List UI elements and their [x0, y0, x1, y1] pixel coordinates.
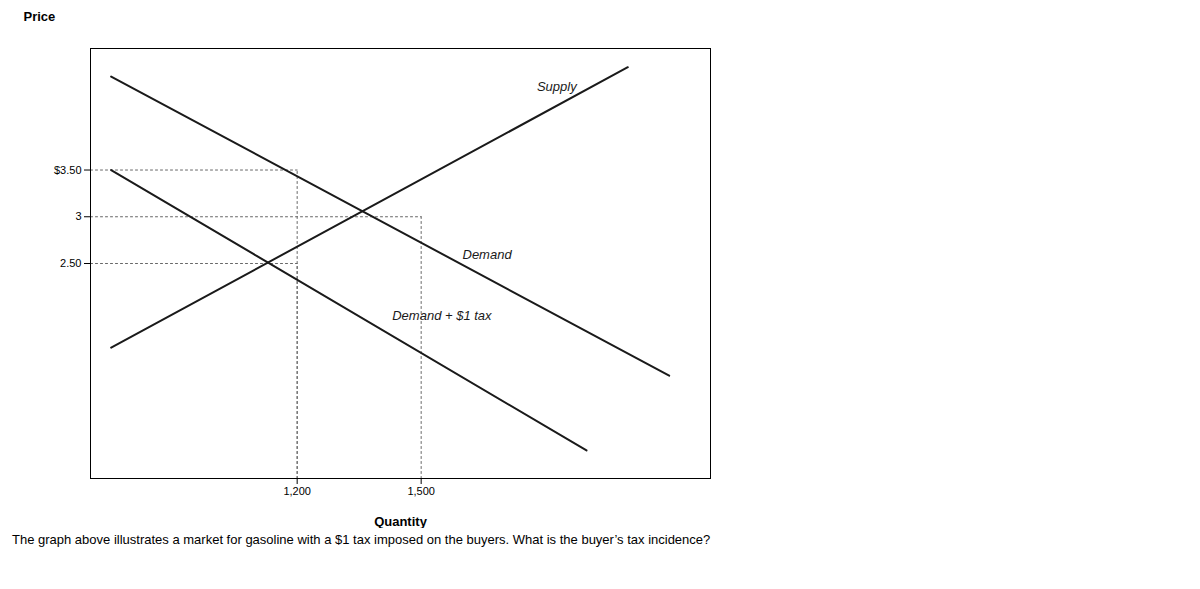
html-text:The graph above illustrates a: The graph above illustrates a market for…: [12, 532, 711, 547]
svg-text:Demand: Demand: [463, 247, 513, 262]
svg-text:Demand + $1 tax: Demand + $1 tax: [392, 308, 492, 323]
svg-text:1,500: 1,500: [407, 485, 435, 497]
svg-text:Supply: Supply: [537, 79, 578, 94]
svg-text:Price: Price: [24, 9, 56, 24]
svg-text:2.50: 2.50: [60, 257, 81, 269]
svg-text:3: 3: [75, 210, 81, 222]
svg-text:1,200: 1,200: [283, 485, 311, 497]
svg-text:Quantity: Quantity: [374, 514, 427, 529]
svg-text:$3.50: $3.50: [54, 164, 82, 176]
